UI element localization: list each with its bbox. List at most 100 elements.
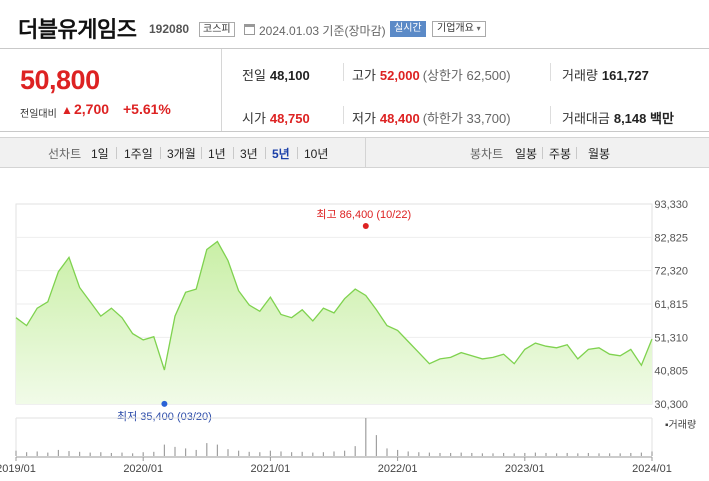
volume-bar [386,448,388,456]
volume-bar [248,451,250,456]
candle-weekly[interactable]: 주봉 [549,147,572,161]
y-tick-label: 72,320 [654,266,688,278]
volume-bar [503,452,505,456]
volume-bar [26,452,28,456]
volume-bar [481,453,483,456]
volume-bar [163,444,165,456]
volume-bar [460,452,462,456]
volume-bar [556,453,558,456]
volume-bar [492,453,494,456]
realtime-button[interactable]: 실시간 [390,21,426,37]
stat-value: 8,148 백만 [613,111,674,126]
volume-bar [269,450,271,456]
calendar-icon [244,24,255,35]
high-marker [362,222,369,229]
volume-bar [195,449,197,456]
y-tick-label: 61,815 [654,299,688,311]
volume-bar [89,452,91,456]
x-tick-label: 2021/01 [251,463,291,475]
volume-bar [619,453,621,456]
separator [297,147,298,159]
divider [343,63,344,81]
stock-name: 더블유게임즈 [18,17,137,42]
volume-bar [375,435,377,456]
volume-bar [428,452,430,456]
volume-bar [397,449,399,456]
chevron-down-icon: ▾ [476,24,481,33]
volume-bar [280,451,282,456]
price-panel: 50,800 전일대비 ▲ 2,700 +5.61% 전일 48,100 시가 48… [0,48,709,132]
current-price-box: 50,800 전일대비 ▲ 2,700 +5.61% [0,49,222,131]
date-text: 2024.01.03 기준(장마감) [259,22,386,39]
separator [160,147,161,159]
period-1d[interactable]: 1일 [91,147,109,161]
candle-daily[interactable]: 일봉 [515,147,538,161]
volume-bar [312,452,314,456]
volume-bar [365,418,367,456]
volume-bar [153,451,155,456]
company-info-label: 기업개요 [437,23,474,34]
x-tick-label: 2020/01 [123,463,163,475]
volume-bar [524,452,526,456]
line-chart-label: 선차트 [48,147,82,161]
y-tick-label: 93,330 [654,199,688,211]
period-10y[interactable]: 10년 [304,147,329,161]
separator [542,147,543,159]
separator [576,147,577,159]
volume-bar [36,451,38,456]
volume-bar [651,451,653,456]
stat-volume: 거래량 161,727 [562,65,649,84]
period-3y[interactable]: 3년 [240,147,258,161]
period-5y[interactable]: 5년 [272,147,290,161]
volume-bar [291,452,293,456]
volume-bar [110,452,112,456]
stat-value: 52,000 [379,68,420,83]
period-1y[interactable]: 1년 [208,147,226,161]
volume-bar [439,452,441,456]
stock-code: 192080 [149,22,190,36]
period-3m[interactable]: 3개월 [167,147,196,161]
volume-bar [68,451,70,456]
stat-sub: (하한가 33,700) [422,111,511,126]
volume-bar [206,443,208,456]
x-tick-label: 2019/01 [0,463,36,475]
separator [116,147,117,159]
current-price: 50,800 [20,65,100,95]
change-label: 전일대비 [20,109,57,120]
separator [233,147,234,159]
volume-bar [238,450,240,456]
volume-bar [47,452,49,456]
volume-bar [100,452,102,456]
low-marker [161,400,168,407]
company-info-button[interactable]: 기업개요 ▾ [432,21,486,37]
volume-bar [450,452,452,456]
price-chart: 93,330 82,825 72,320 61,815 51,310 40,805 30,3… [0,168,709,481]
volume-bar [301,451,303,456]
volume-bar [132,453,134,456]
volume-bar [566,452,568,456]
separator [201,147,202,159]
volume-bar [174,446,176,456]
volume-bar [333,451,335,456]
volume-bar [344,450,346,456]
price-line [15,240,653,371]
candle-monthly[interactable]: 월봉 [588,147,611,161]
price-chart-svg: 93,330 82,825 72,320 61,815 51,310 40,805 30,3… [0,199,696,475]
volume-bar [121,452,123,456]
change-amount: 2,700 [74,101,110,117]
volume-bar [57,449,59,456]
stock-header: 더블유게임즈 192080 코스피 2024.01.03 기준(장마감) 실시간… [0,0,709,44]
volume-bar [534,452,536,456]
separator [265,147,266,159]
volume-bar [513,453,515,456]
volume-bar [418,452,420,456]
divider [550,63,551,81]
y-tick-label: 30,300 [654,399,688,411]
stat-value: 48,750 [269,111,310,126]
volume-bar [322,452,324,456]
volume-label: ▪거래량 [665,419,696,431]
stat-value: 48,100 [269,68,310,83]
divider [343,106,344,124]
stat-label: 거래량 [562,68,598,83]
period-1w[interactable]: 1주일 [124,147,153,161]
